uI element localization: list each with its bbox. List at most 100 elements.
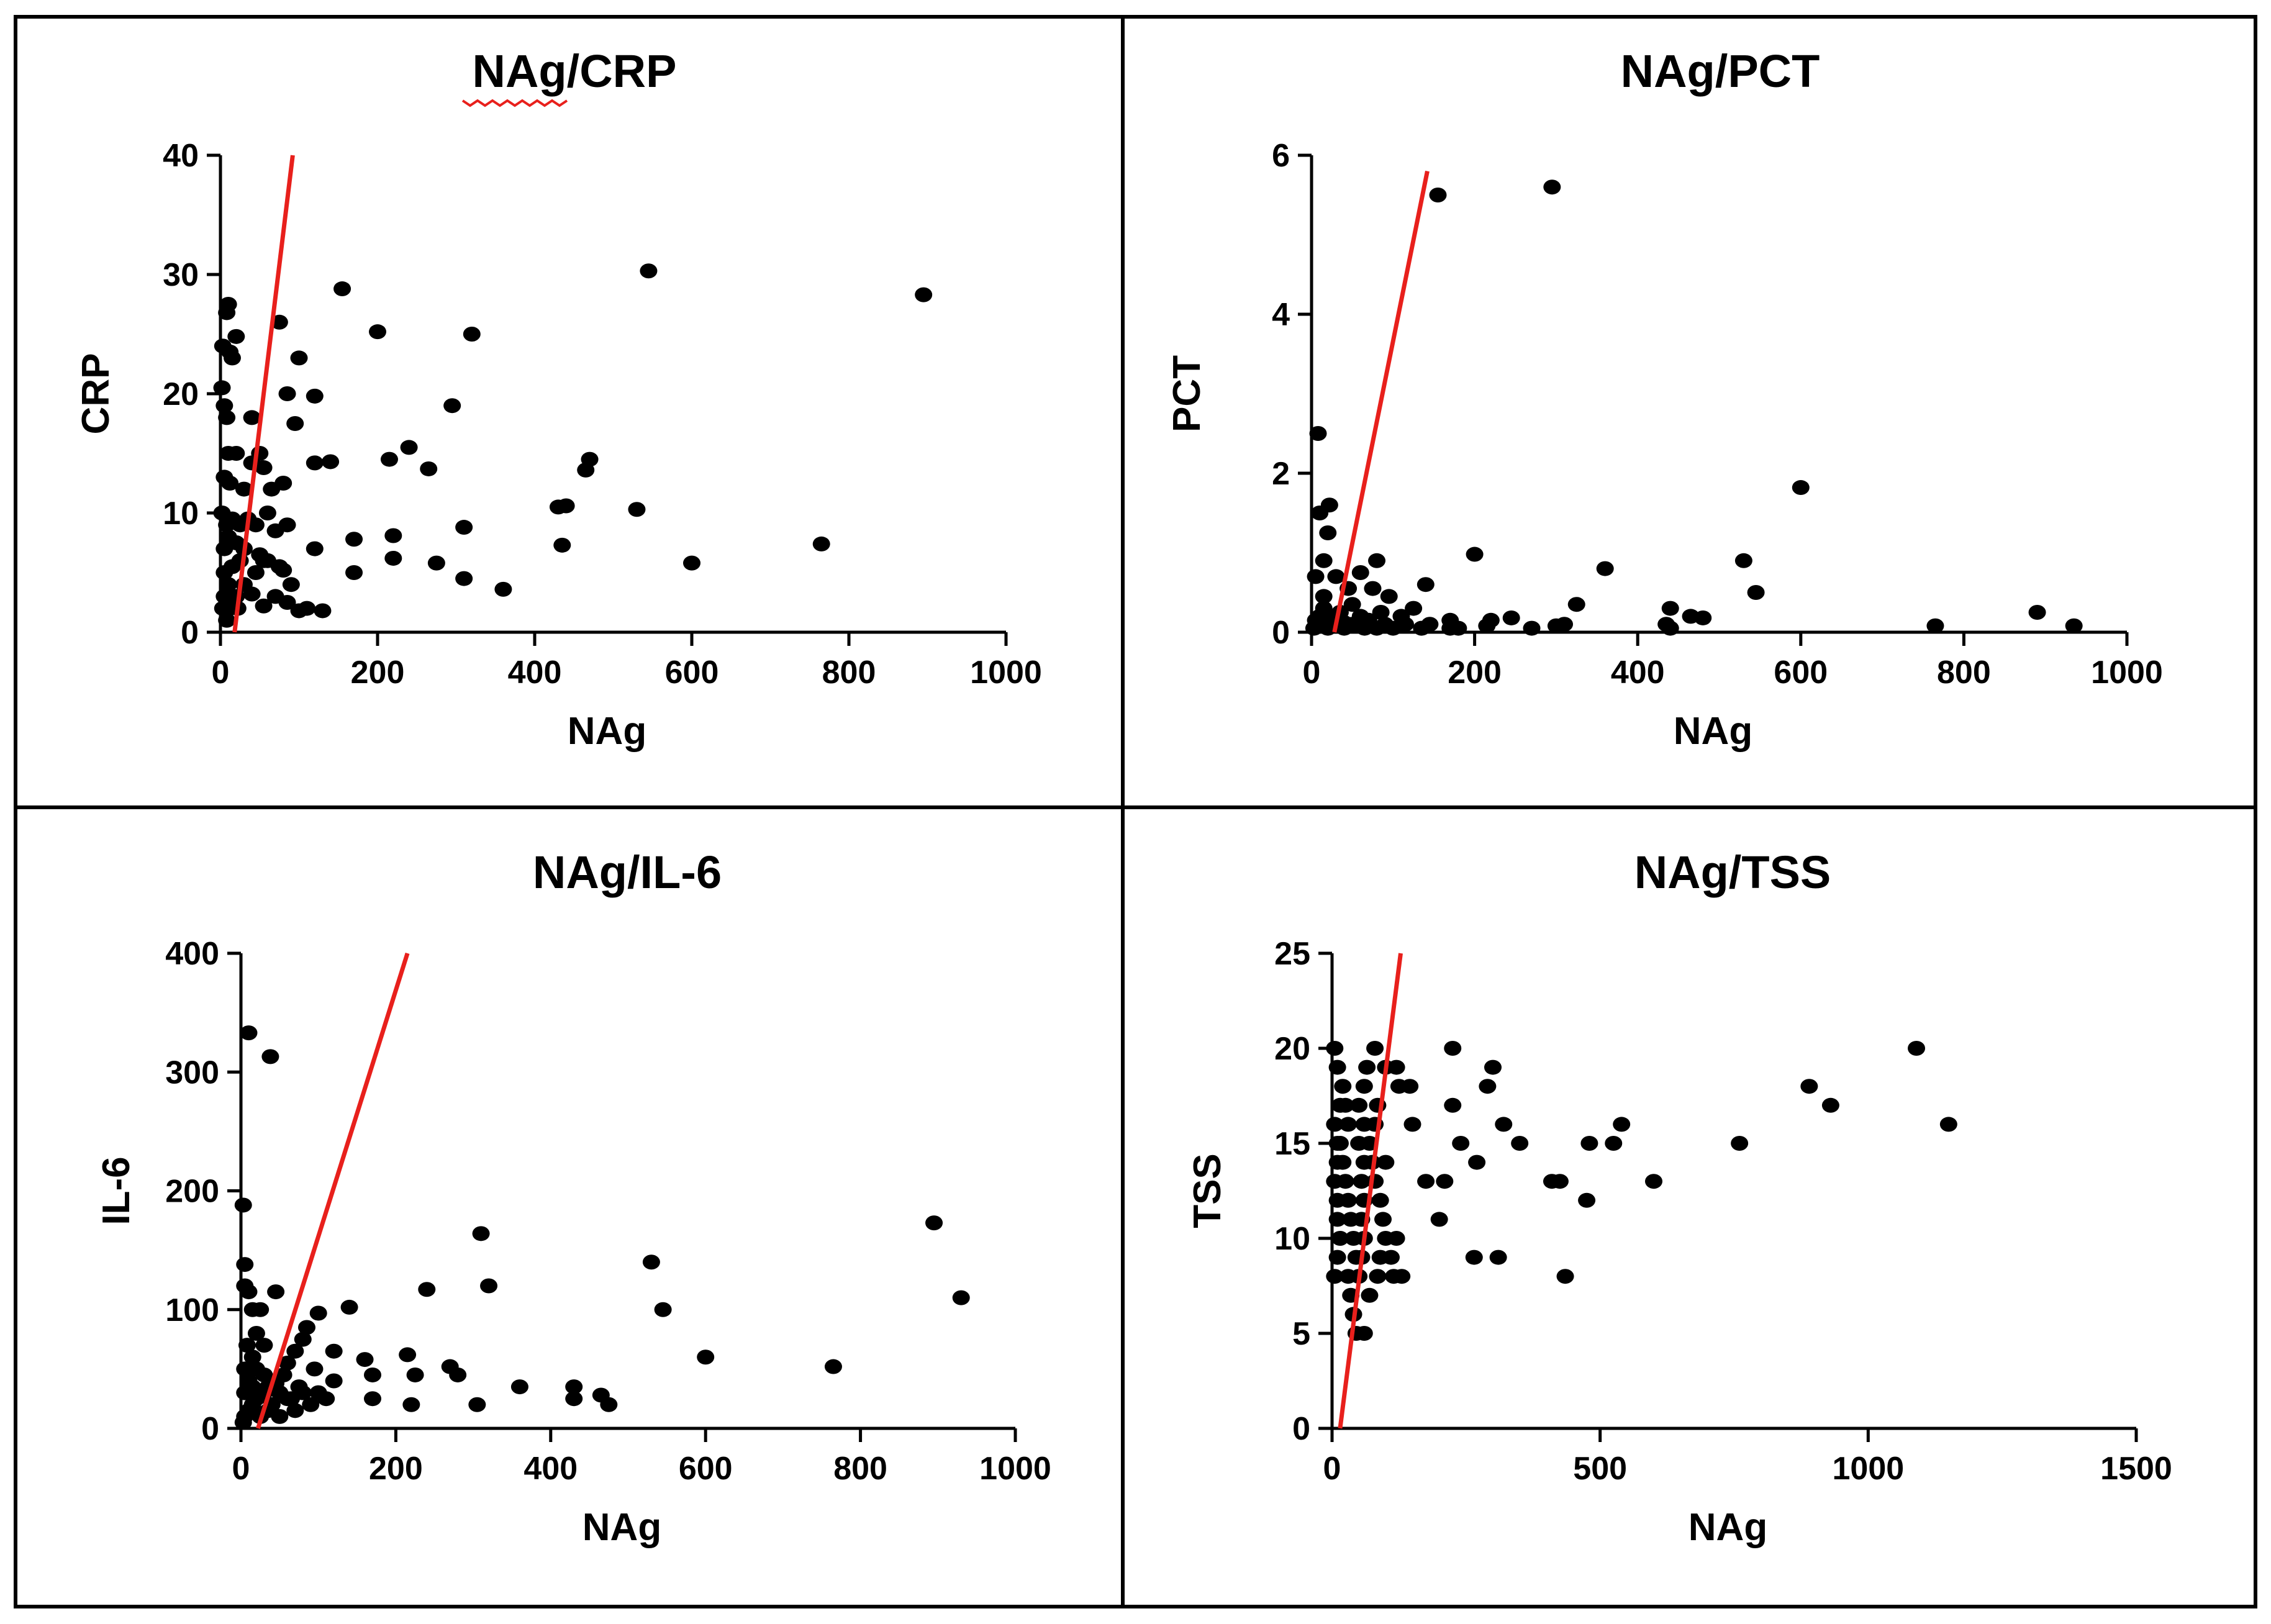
crp-data-point xyxy=(227,446,245,461)
pct-data-point xyxy=(1421,617,1439,632)
tss-data-point xyxy=(1326,1117,1344,1132)
pct-data-point xyxy=(1319,620,1337,636)
crp-data-point xyxy=(247,565,265,580)
il6-x-tick-label: 600 xyxy=(679,1451,733,1487)
tss-data-point xyxy=(1605,1136,1623,1151)
il6-y-tick-label: 200 xyxy=(165,1174,219,1210)
il6-data-point xyxy=(317,1391,335,1407)
tss-data-point xyxy=(1452,1136,1470,1151)
tss-data-point xyxy=(1465,1250,1483,1265)
il6-data-point xyxy=(255,1338,273,1353)
crp-regression-line xyxy=(232,155,295,633)
crp-y-tick-label: 30 xyxy=(163,257,199,293)
tss-data-point xyxy=(1328,1154,1346,1170)
tss-data-point xyxy=(1645,1174,1662,1189)
pct-data-point xyxy=(1523,620,1541,636)
crp-data-point xyxy=(247,517,265,533)
tss-data-point xyxy=(1355,1326,1373,1341)
il6-data-point xyxy=(363,1367,381,1382)
pct-data-point xyxy=(1343,597,1361,612)
il6-data-point xyxy=(302,1397,320,1412)
pct-data-point xyxy=(1543,179,1561,195)
crp-data-point xyxy=(290,350,308,366)
crp-data-point xyxy=(427,555,445,571)
tss-data-point xyxy=(1417,1174,1435,1189)
crp-data-point xyxy=(306,455,324,471)
pct-data-point xyxy=(1478,618,1496,633)
tss-data-point xyxy=(1939,1117,1957,1132)
crp-data-point xyxy=(306,541,324,556)
tss-data-point xyxy=(1355,1079,1373,1094)
crp-data-point xyxy=(455,520,473,535)
crp-data-point xyxy=(274,563,292,578)
crp-y-tick-label: 40 xyxy=(163,138,199,174)
tss-data-point xyxy=(1326,1041,1344,1056)
pct-data-point xyxy=(1661,620,1679,636)
il6-y-tick-label: 0 xyxy=(201,1411,219,1447)
crp-data-point xyxy=(640,263,658,279)
il6-data-point xyxy=(925,1215,943,1231)
il6-x-tick-label: 800 xyxy=(833,1451,887,1487)
tss-y-tick-label: 25 xyxy=(1274,936,1310,972)
crp-data-point xyxy=(628,502,646,517)
crp-x-axis-label: NAg xyxy=(568,710,646,753)
crp-data-point xyxy=(278,517,296,533)
il6-data-point xyxy=(234,1415,252,1430)
pct-data-point xyxy=(1466,547,1484,562)
crp-data-point xyxy=(333,281,351,297)
crp-y-tick-label: 20 xyxy=(163,376,199,412)
pct-y-tick-label: 2 xyxy=(1272,456,1290,492)
tss-data-point xyxy=(1444,1097,1462,1113)
il6-data-point xyxy=(309,1305,327,1321)
crp-data-point xyxy=(286,416,304,431)
tss-data-point xyxy=(1328,1192,1346,1208)
pct-data-point xyxy=(1307,569,1325,584)
il6-x-tick-label: 0 xyxy=(232,1451,250,1487)
tss-y-tick-label: 5 xyxy=(1292,1316,1310,1352)
crp-title: NAg/CRP xyxy=(473,45,677,97)
crp-data-point xyxy=(227,329,245,344)
crp-data-point xyxy=(298,601,316,616)
pct-x-tick-label: 0 xyxy=(1303,655,1321,691)
il6-x-axis-label: NAg xyxy=(582,1506,661,1549)
tss-data-point xyxy=(1908,1041,1926,1056)
tss-data-point xyxy=(1613,1117,1631,1132)
tss-y-tick-label: 20 xyxy=(1274,1031,1310,1067)
pct-data-point xyxy=(1364,581,1382,596)
crp-data-point xyxy=(494,581,512,597)
il6-data-point xyxy=(252,1302,270,1317)
crp-data-point xyxy=(400,440,418,455)
il6-data-point xyxy=(261,1049,279,1064)
pct-data-point xyxy=(1792,480,1810,496)
tss-data-point xyxy=(1361,1287,1379,1303)
crp-data-point xyxy=(235,481,253,497)
il6-data-point xyxy=(697,1350,715,1365)
pct-title: NAg/PCT xyxy=(1621,45,1820,97)
tss-data-point xyxy=(1371,1192,1389,1208)
spellcheck-squiggle xyxy=(461,99,568,107)
il6-data-point xyxy=(356,1352,374,1368)
tss-data-point xyxy=(1580,1136,1598,1151)
il6-data-point xyxy=(472,1226,490,1241)
tss-data-point xyxy=(1401,1079,1419,1094)
crp-data-point xyxy=(314,603,332,619)
tss-data-point xyxy=(1374,1212,1392,1227)
il6-data-point xyxy=(243,1350,261,1365)
il6-x-tick-label: 1000 xyxy=(979,1451,1051,1487)
tss-y-tick-label: 10 xyxy=(1274,1221,1310,1257)
il6-title: NAg/IL-6 xyxy=(533,846,722,898)
il6-data-point xyxy=(406,1367,424,1382)
il6-data-point xyxy=(402,1397,420,1412)
tss-y-tick-label: 0 xyxy=(1292,1411,1310,1447)
tss-data-point xyxy=(1334,1079,1352,1094)
il6-x-tick-label: 200 xyxy=(369,1451,423,1487)
crp-data-point xyxy=(557,498,575,514)
crp-data-point xyxy=(219,577,237,592)
pct-y-tick-label: 6 xyxy=(1272,138,1290,174)
il6-data-point xyxy=(234,1197,252,1213)
pct-data-point xyxy=(1372,605,1390,620)
il6-data-point xyxy=(654,1302,672,1317)
pct-y-axis-label: PCT xyxy=(1166,355,1208,432)
il6-data-point xyxy=(278,1391,296,1407)
